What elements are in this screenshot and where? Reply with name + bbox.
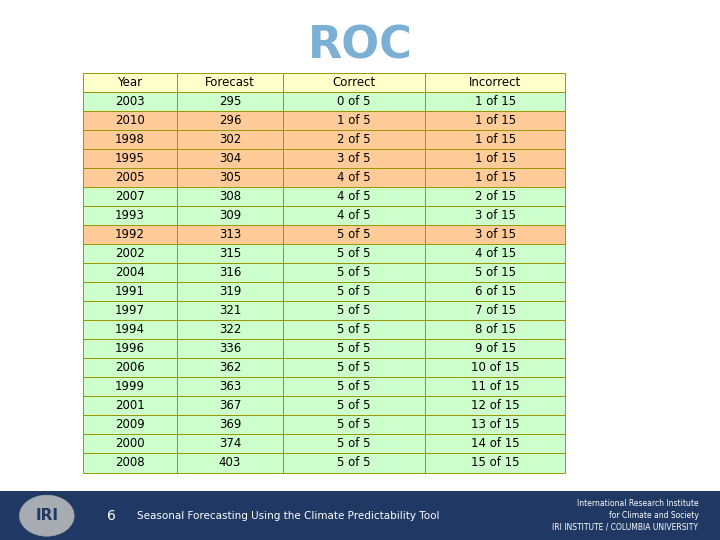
Text: 15 of 15: 15 of 15 [471,456,520,469]
Text: 1991: 1991 [114,285,145,298]
Text: 363: 363 [219,380,241,393]
Text: 336: 336 [219,342,241,355]
Text: 2000: 2000 [115,437,145,450]
Text: 1 of 15: 1 of 15 [474,152,516,165]
Text: 0 of 5: 0 of 5 [338,95,371,108]
Text: 5 of 5: 5 of 5 [338,456,371,469]
Text: 304: 304 [219,152,241,165]
Text: 2008: 2008 [115,456,145,469]
Text: Incorrect: Incorrect [469,76,521,89]
Text: 321: 321 [219,304,241,318]
Text: ROC: ROC [307,24,413,68]
Text: 1997: 1997 [114,304,145,318]
Text: 4 of 5: 4 of 5 [338,190,371,203]
Text: 2003: 2003 [115,95,145,108]
Text: 1999: 1999 [114,380,145,393]
Text: IRI: IRI [35,508,58,523]
Text: 4 of 15: 4 of 15 [474,247,516,260]
Text: 1996: 1996 [114,342,145,355]
Text: Correct: Correct [333,76,376,89]
Text: Seasonal Forecasting Using the Climate Predictability Tool: Seasonal Forecasting Using the Climate P… [137,511,439,521]
Text: 5 of 5: 5 of 5 [338,266,371,279]
Text: 374: 374 [219,437,241,450]
Text: 2 of 15: 2 of 15 [474,190,516,203]
Text: 11 of 15: 11 of 15 [471,380,520,393]
Text: 1995: 1995 [115,152,145,165]
Text: 1 of 15: 1 of 15 [474,133,516,146]
Text: 322: 322 [219,323,241,336]
Text: 3 of 15: 3 of 15 [474,228,516,241]
Text: 8 of 15: 8 of 15 [474,323,516,336]
Text: Forecast: Forecast [205,76,255,89]
Text: 1 of 15: 1 of 15 [474,171,516,184]
Text: 5 of 5: 5 of 5 [338,285,371,298]
Text: 4 of 5: 4 of 5 [338,209,371,222]
Text: 295: 295 [219,95,241,108]
Text: 7 of 15: 7 of 15 [474,304,516,318]
Text: 2005: 2005 [115,171,145,184]
Text: 313: 313 [219,228,241,241]
Text: 1994: 1994 [114,323,145,336]
Text: 2001: 2001 [115,400,145,413]
Text: 2 of 5: 2 of 5 [338,133,371,146]
Text: 2010: 2010 [115,114,145,127]
Text: 12 of 15: 12 of 15 [471,400,520,413]
Text: 5 of 5: 5 of 5 [338,247,371,260]
Text: 2009: 2009 [115,418,145,431]
Text: 9 of 15: 9 of 15 [474,342,516,355]
Text: 362: 362 [219,361,241,374]
Text: 3 of 15: 3 of 15 [474,209,516,222]
Text: 296: 296 [219,114,241,127]
Text: 308: 308 [219,190,241,203]
Text: 2002: 2002 [115,247,145,260]
Text: 6: 6 [107,509,116,523]
Text: 2006: 2006 [115,361,145,374]
Text: 5 of 5: 5 of 5 [338,323,371,336]
Text: 5 of 5: 5 of 5 [338,304,371,318]
Text: International Research Institute
for Climate and Society
IRI INSTITUTE / COLUMBI: International Research Institute for Cli… [552,500,698,532]
Text: 367: 367 [219,400,241,413]
Text: 14 of 15: 14 of 15 [471,437,520,450]
Text: 3 of 5: 3 of 5 [338,152,371,165]
Text: 302: 302 [219,133,241,146]
Text: 1992: 1992 [114,228,145,241]
Text: 5 of 5: 5 of 5 [338,380,371,393]
Text: 319: 319 [219,285,241,298]
Text: 369: 369 [219,418,241,431]
Text: 5 of 5: 5 of 5 [338,228,371,241]
Text: 5 of 5: 5 of 5 [338,400,371,413]
Text: 403: 403 [219,456,241,469]
Text: 1993: 1993 [115,209,145,222]
Text: 1998: 1998 [115,133,145,146]
Text: Year: Year [117,76,143,89]
Text: 5 of 5: 5 of 5 [338,361,371,374]
Text: 5 of 5: 5 of 5 [338,437,371,450]
Text: 4 of 5: 4 of 5 [338,171,371,184]
Text: 315: 315 [219,247,241,260]
Text: 1 of 15: 1 of 15 [474,95,516,108]
Text: 316: 316 [219,266,241,279]
Text: 6 of 15: 6 of 15 [474,285,516,298]
Text: 305: 305 [219,171,241,184]
Text: 1 of 5: 1 of 5 [338,114,371,127]
Text: 5 of 15: 5 of 15 [474,266,516,279]
Text: 2004: 2004 [115,266,145,279]
Text: 5 of 5: 5 of 5 [338,418,371,431]
Text: 2007: 2007 [115,190,145,203]
Text: 10 of 15: 10 of 15 [471,361,520,374]
Text: 13 of 15: 13 of 15 [471,418,520,431]
Text: 309: 309 [219,209,241,222]
Text: 1 of 15: 1 of 15 [474,114,516,127]
Text: 5 of 5: 5 of 5 [338,342,371,355]
